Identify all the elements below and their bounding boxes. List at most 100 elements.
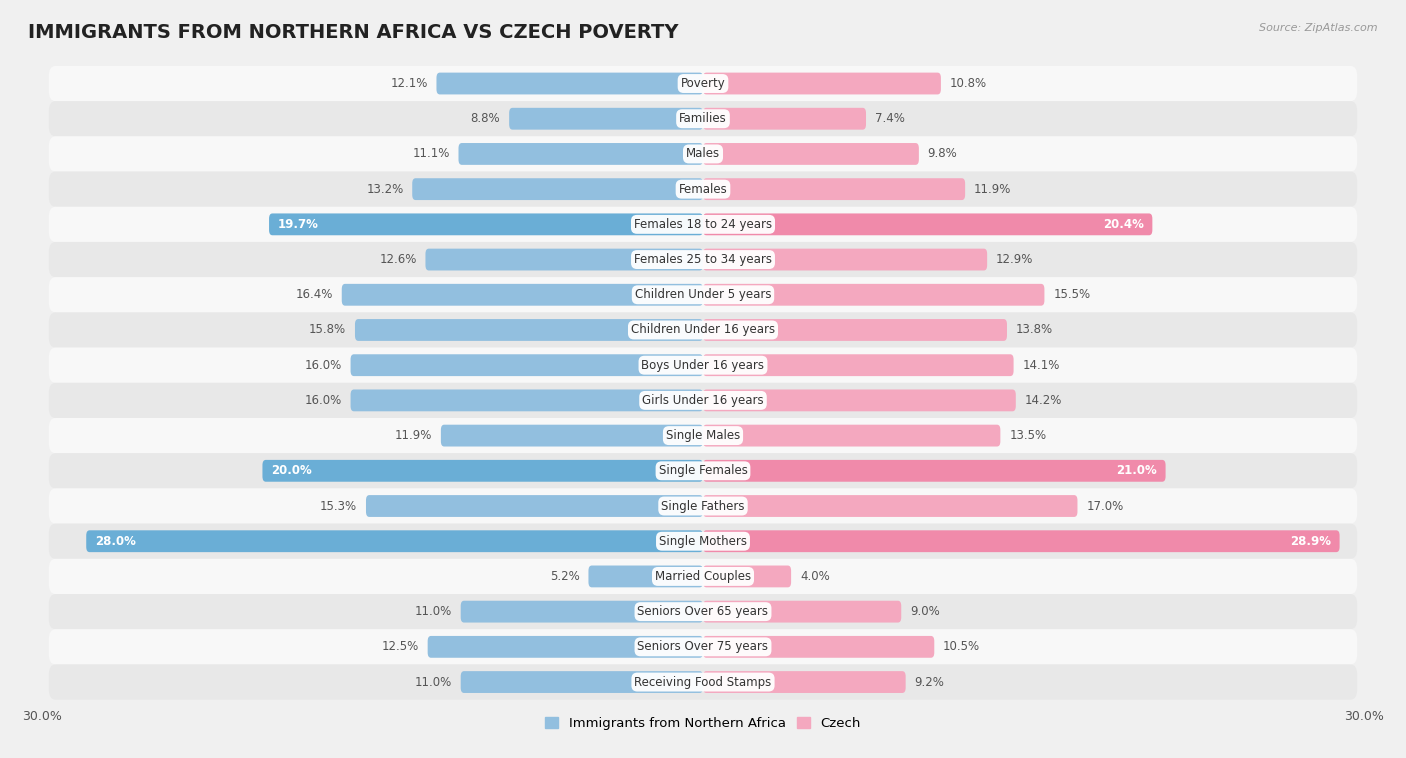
Text: Single Females: Single Females: [658, 465, 748, 478]
Text: 15.3%: 15.3%: [321, 500, 357, 512]
Text: 10.5%: 10.5%: [943, 641, 980, 653]
Text: 14.2%: 14.2%: [1025, 394, 1062, 407]
FancyBboxPatch shape: [461, 671, 703, 693]
FancyBboxPatch shape: [354, 319, 703, 341]
FancyBboxPatch shape: [49, 171, 1357, 207]
FancyBboxPatch shape: [49, 488, 1357, 524]
FancyBboxPatch shape: [703, 143, 920, 164]
Text: 13.2%: 13.2%: [366, 183, 404, 196]
FancyBboxPatch shape: [509, 108, 703, 130]
FancyBboxPatch shape: [703, 531, 1340, 552]
Text: Single Males: Single Males: [666, 429, 740, 442]
FancyBboxPatch shape: [703, 601, 901, 622]
Text: 9.8%: 9.8%: [928, 148, 957, 161]
Text: Poverty: Poverty: [681, 77, 725, 90]
Text: 13.5%: 13.5%: [1010, 429, 1046, 442]
Text: 21.0%: 21.0%: [1116, 465, 1157, 478]
Text: 11.1%: 11.1%: [412, 148, 450, 161]
Text: Married Couples: Married Couples: [655, 570, 751, 583]
Text: Single Fathers: Single Fathers: [661, 500, 745, 512]
Text: IMMIGRANTS FROM NORTHERN AFRICA VS CZECH POVERTY: IMMIGRANTS FROM NORTHERN AFRICA VS CZECH…: [28, 23, 679, 42]
Text: Seniors Over 65 years: Seniors Over 65 years: [637, 605, 769, 618]
FancyBboxPatch shape: [703, 636, 934, 658]
Text: Families: Families: [679, 112, 727, 125]
Text: 16.4%: 16.4%: [295, 288, 333, 301]
FancyBboxPatch shape: [436, 73, 703, 95]
Text: 20.4%: 20.4%: [1102, 218, 1143, 231]
FancyBboxPatch shape: [342, 283, 703, 305]
FancyBboxPatch shape: [412, 178, 703, 200]
Text: 13.8%: 13.8%: [1015, 324, 1053, 337]
Text: Males: Males: [686, 148, 720, 161]
FancyBboxPatch shape: [49, 594, 1357, 629]
FancyBboxPatch shape: [703, 108, 866, 130]
FancyBboxPatch shape: [703, 214, 1153, 235]
Text: 11.9%: 11.9%: [395, 429, 432, 442]
Text: 11.9%: 11.9%: [974, 183, 1011, 196]
Text: 7.4%: 7.4%: [875, 112, 904, 125]
Text: Boys Under 16 years: Boys Under 16 years: [641, 359, 765, 371]
Text: 9.2%: 9.2%: [914, 675, 945, 688]
FancyBboxPatch shape: [703, 178, 965, 200]
Text: Girls Under 16 years: Girls Under 16 years: [643, 394, 763, 407]
FancyBboxPatch shape: [441, 424, 703, 446]
Text: Seniors Over 75 years: Seniors Over 75 years: [637, 641, 769, 653]
Text: 15.5%: 15.5%: [1053, 288, 1091, 301]
Text: 15.8%: 15.8%: [309, 324, 346, 337]
FancyBboxPatch shape: [703, 319, 1007, 341]
FancyBboxPatch shape: [703, 73, 941, 95]
FancyBboxPatch shape: [703, 390, 1015, 412]
FancyBboxPatch shape: [703, 460, 1166, 482]
Text: Females: Females: [679, 183, 727, 196]
Text: Single Mothers: Single Mothers: [659, 534, 747, 548]
FancyBboxPatch shape: [49, 629, 1357, 665]
FancyBboxPatch shape: [263, 460, 703, 482]
FancyBboxPatch shape: [49, 383, 1357, 418]
FancyBboxPatch shape: [366, 495, 703, 517]
FancyBboxPatch shape: [49, 559, 1357, 594]
FancyBboxPatch shape: [269, 214, 703, 235]
FancyBboxPatch shape: [458, 143, 703, 164]
Text: 12.6%: 12.6%: [380, 253, 416, 266]
FancyBboxPatch shape: [86, 531, 703, 552]
FancyBboxPatch shape: [427, 636, 703, 658]
FancyBboxPatch shape: [350, 390, 703, 412]
FancyBboxPatch shape: [49, 66, 1357, 101]
Text: 12.1%: 12.1%: [391, 77, 427, 90]
Text: 11.0%: 11.0%: [415, 675, 451, 688]
FancyBboxPatch shape: [49, 101, 1357, 136]
Text: Females 18 to 24 years: Females 18 to 24 years: [634, 218, 772, 231]
FancyBboxPatch shape: [703, 249, 987, 271]
Text: Children Under 16 years: Children Under 16 years: [631, 324, 775, 337]
Text: Receiving Food Stamps: Receiving Food Stamps: [634, 675, 772, 688]
Text: 16.0%: 16.0%: [305, 359, 342, 371]
FancyBboxPatch shape: [703, 354, 1014, 376]
FancyBboxPatch shape: [49, 312, 1357, 348]
Text: 10.8%: 10.8%: [949, 77, 987, 90]
FancyBboxPatch shape: [426, 249, 703, 271]
FancyBboxPatch shape: [703, 495, 1077, 517]
FancyBboxPatch shape: [49, 207, 1357, 242]
Text: 20.0%: 20.0%: [271, 465, 312, 478]
Text: 28.0%: 28.0%: [96, 534, 136, 548]
FancyBboxPatch shape: [703, 283, 1045, 305]
Text: 8.8%: 8.8%: [471, 112, 501, 125]
FancyBboxPatch shape: [49, 277, 1357, 312]
Text: 14.1%: 14.1%: [1022, 359, 1060, 371]
FancyBboxPatch shape: [49, 453, 1357, 488]
FancyBboxPatch shape: [461, 601, 703, 622]
Text: 12.9%: 12.9%: [995, 253, 1033, 266]
Text: 17.0%: 17.0%: [1087, 500, 1123, 512]
FancyBboxPatch shape: [49, 665, 1357, 700]
Text: Females 25 to 34 years: Females 25 to 34 years: [634, 253, 772, 266]
FancyBboxPatch shape: [49, 524, 1357, 559]
Text: 28.9%: 28.9%: [1289, 534, 1330, 548]
FancyBboxPatch shape: [49, 418, 1357, 453]
Text: Source: ZipAtlas.com: Source: ZipAtlas.com: [1260, 23, 1378, 33]
FancyBboxPatch shape: [49, 136, 1357, 171]
Text: 5.2%: 5.2%: [550, 570, 579, 583]
FancyBboxPatch shape: [350, 354, 703, 376]
FancyBboxPatch shape: [49, 348, 1357, 383]
Text: Children Under 5 years: Children Under 5 years: [634, 288, 772, 301]
Legend: Immigrants from Northern Africa, Czech: Immigrants from Northern Africa, Czech: [541, 713, 865, 734]
